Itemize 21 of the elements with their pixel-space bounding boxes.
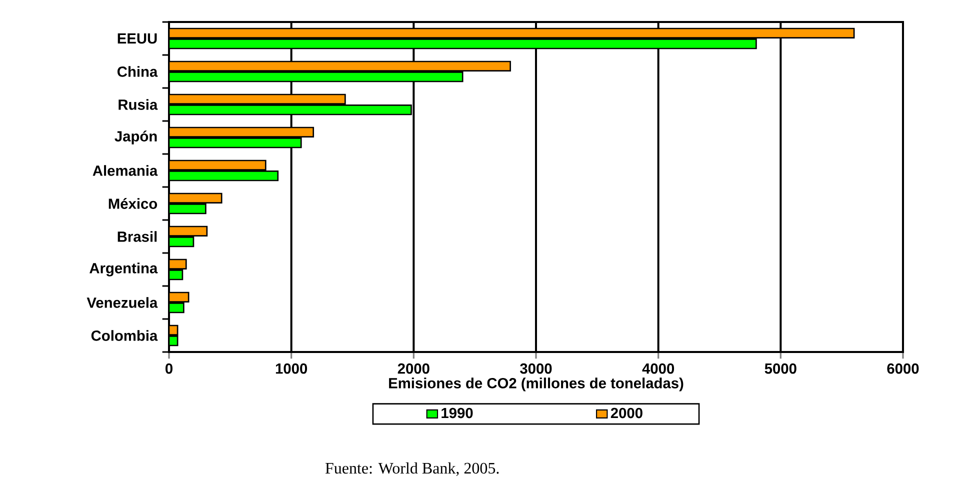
y-tick-label: Rusia <box>118 99 158 110</box>
x-tick-label: 6000 <box>887 363 919 374</box>
x-axis-title: Emisiones de CO2 (millones de toneladas) <box>389 378 684 392</box>
y-tick-label: EEUU <box>118 33 157 44</box>
x-tick-label: 5000 <box>764 363 796 374</box>
y-tick-label: Brasil <box>118 231 157 242</box>
y-tick-label: Venezuela <box>86 297 158 308</box>
x-tick-label: 0 <box>166 363 172 374</box>
x-tick-label: 3000 <box>520 363 552 374</box>
source-note: Fuente: World Bank, 2005. <box>325 462 499 476</box>
y-tick-label: Argentina <box>90 262 158 276</box>
y-tick-label: China <box>117 66 158 77</box>
y-tick-label: Colombia <box>91 330 158 341</box>
x-tick-label: 1000 <box>276 363 308 374</box>
x-tick-label: 4000 <box>642 363 674 374</box>
y-tick-label: Alemania <box>92 165 158 176</box>
legend-label: 1990 <box>442 408 473 418</box>
y-tick-label: Japón <box>114 130 157 144</box>
x-tick-label: 2000 <box>398 363 430 374</box>
y-tick-label: México <box>108 198 158 209</box>
legend-label: 2000 <box>610 408 642 418</box>
